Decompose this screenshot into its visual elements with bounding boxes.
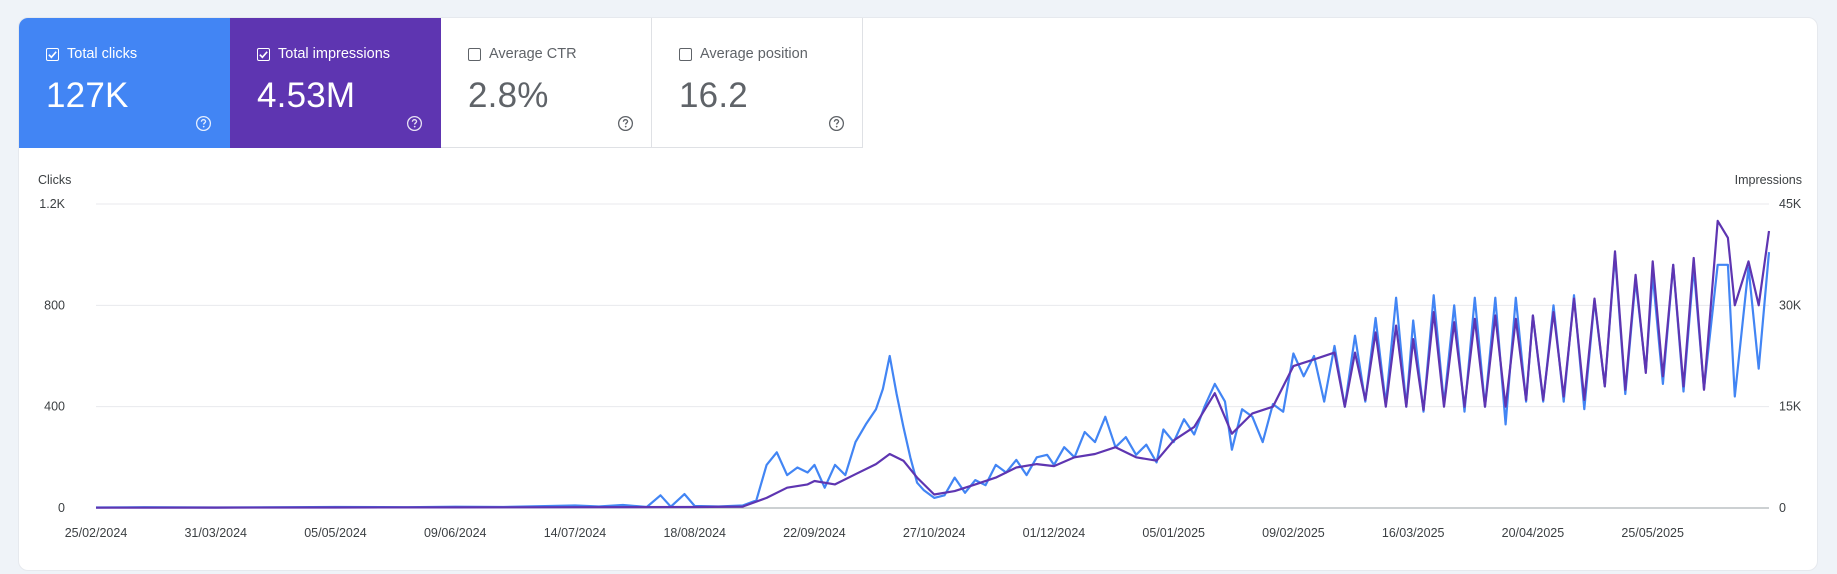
metric-average-ctr[interactable]: Average CTR 2.8% <box>441 18 652 148</box>
checkbox-icon[interactable] <box>257 47 270 61</box>
metric-total-clicks[interactable]: Total clicks 127K <box>19 18 230 148</box>
help-circle-icon[interactable] <box>828 115 845 132</box>
clicks-series-line <box>95 252 1771 509</box>
x-tick-label: 05/01/2025 <box>1142 526 1205 540</box>
x-tick-label: 01/12/2024 <box>1023 526 1086 540</box>
metric-label: Average position <box>700 46 808 62</box>
left-axis-label: Clicks <box>38 173 71 187</box>
chart-svg: Clicks Impressions 0 400 800 1.2K 0 15K 30K 45… <box>38 173 1802 540</box>
checkbox-icon[interactable] <box>468 47 481 61</box>
checkbox-icon[interactable] <box>679 47 692 61</box>
x-tick-label: 25/05/2025 <box>1621 526 1684 540</box>
metric-label: Total impressions <box>278 46 391 62</box>
metric-label: Average CTR <box>489 46 577 62</box>
x-tick-label: 25/02/2024 <box>65 526 128 540</box>
y-right-tick-label: 0 <box>1779 501 1786 515</box>
metric-value: 16.2 <box>679 76 748 115</box>
x-tick-label: 31/03/2024 <box>184 526 247 540</box>
x-tick-label: 05/05/2024 <box>304 526 367 540</box>
x-tick-label: 27/10/2024 <box>903 526 966 540</box>
y-left-tick-label: 1.2K <box>39 197 65 211</box>
x-tick-label: 20/04/2025 <box>1502 526 1565 540</box>
help-circle-icon[interactable] <box>617 115 634 132</box>
x-tick-label: 09/06/2024 <box>424 526 487 540</box>
x-tick-label: 16/03/2025 <box>1382 526 1445 540</box>
metric-tabs: Total clicks 127K Total impressions 4.53… <box>19 18 863 148</box>
help-circle-icon[interactable] <box>406 115 423 132</box>
x-tick-label: 09/02/2025 <box>1262 526 1325 540</box>
metric-value: 4.53M <box>257 76 356 115</box>
help-circle-icon[interactable] <box>195 115 212 132</box>
right-axis-label: Impressions <box>1735 173 1802 187</box>
y-right-tick-label: 15K <box>1779 400 1802 414</box>
metric-value: 2.8% <box>468 76 549 115</box>
metric-label: Total clicks <box>67 46 138 62</box>
metric-average-position[interactable]: Average position 16.2 <box>652 18 863 148</box>
x-tick-label: 22/09/2024 <box>783 526 846 540</box>
y-left-tick-label: 0 <box>58 501 65 515</box>
y-right-tick-label: 45K <box>1779 197 1802 211</box>
impressions-series-line <box>95 219 1771 509</box>
x-tick-label: 14/07/2024 <box>544 526 607 540</box>
x-tick-label: 18/08/2024 <box>663 526 726 540</box>
metric-value: 127K <box>46 76 129 115</box>
y-left-tick-label: 800 <box>44 298 65 312</box>
y-left-tick-label: 400 <box>44 400 65 414</box>
metric-total-impressions[interactable]: Total impressions 4.53M <box>230 18 441 148</box>
performance-chart[interactable]: Clicks Impressions 0 400 800 1.2K 0 15K 30K 45… <box>19 148 1817 570</box>
y-right-tick-label: 30K <box>1779 298 1802 312</box>
performance-card: Total clicks 127K Total impressions 4.53… <box>18 17 1818 571</box>
checkbox-icon[interactable] <box>46 47 59 61</box>
